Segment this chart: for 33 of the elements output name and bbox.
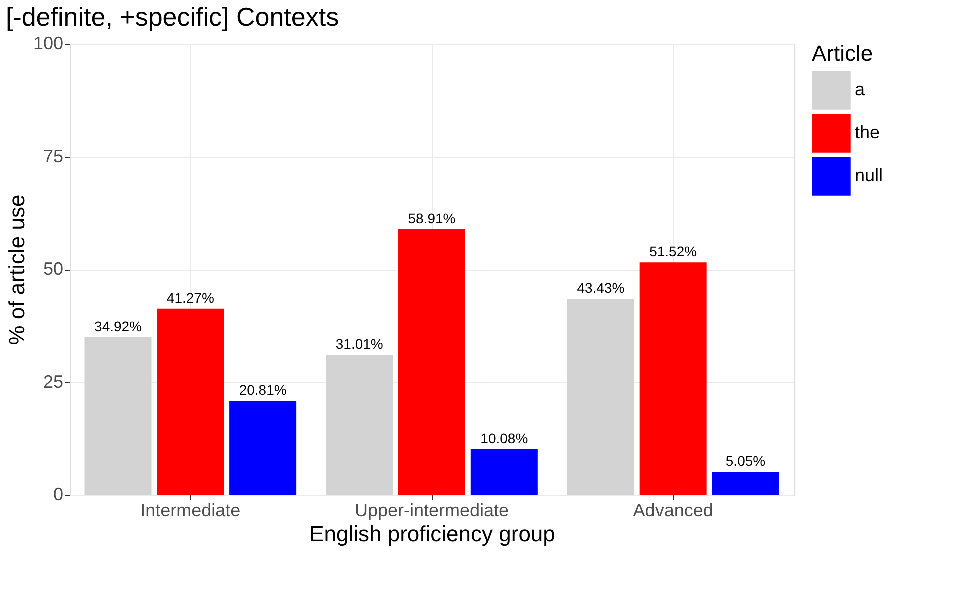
- bar: [230, 401, 297, 495]
- x-tick-label: Advanced: [633, 500, 714, 520]
- data-label: 10.08%: [480, 430, 528, 447]
- data-label: 51.52%: [650, 244, 698, 260]
- bar: [567, 299, 634, 495]
- legend-label: a: [855, 80, 866, 100]
- bar: [712, 472, 780, 495]
- y-tick-label: 50: [43, 259, 64, 279]
- bar: [398, 229, 466, 495]
- bar: [84, 338, 152, 495]
- bar: [470, 450, 538, 495]
- y-tick-label: 0: [53, 484, 64, 504]
- data-label: 5.05%: [726, 453, 766, 470]
- x-axis-title: English proficiency group: [310, 522, 556, 546]
- data-label: 31.01%: [336, 336, 384, 352]
- data-label: 20.81%: [239, 382, 287, 398]
- legend-label: the: [855, 122, 880, 142]
- data-label: 58.91%: [408, 210, 456, 226]
- bar: [157, 308, 224, 495]
- legend-title: Article: [812, 41, 874, 66]
- x-tick-label: Intermediate: [140, 500, 241, 520]
- x-tick-label: Upper-intermediate: [354, 500, 510, 520]
- data-label: 41.27%: [166, 290, 214, 306]
- chart-title: [-definite, +specific] Contexts: [6, 2, 340, 32]
- y-axis-title: % of article use: [4, 194, 30, 346]
- y-tick-label: 75: [43, 146, 64, 166]
- data-label: 43.43%: [577, 280, 625, 296]
- y-tick-label: 25: [43, 372, 64, 392]
- y-tick-label: 100: [33, 34, 64, 54]
- data-label: 34.92%: [94, 318, 142, 335]
- legend-label: null: [855, 166, 884, 186]
- bar: [640, 262, 707, 495]
- bar: [326, 355, 394, 495]
